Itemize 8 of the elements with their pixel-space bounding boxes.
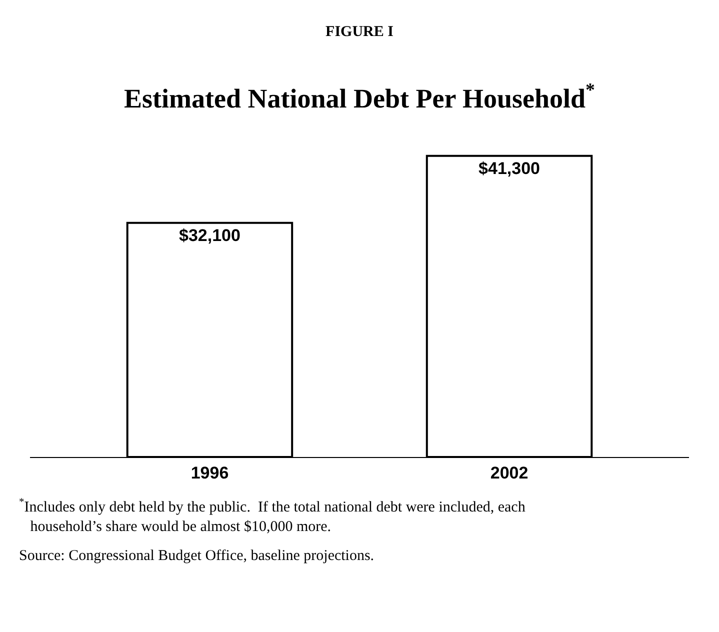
- source-note: Source: Congressional Budget Office, baseline projections.: [19, 548, 374, 564]
- chart-title: FIGURE I: [326, 24, 394, 40]
- data-label: $41,300: [478, 158, 540, 178]
- chart-subtitle: Estimated National Debt Per Household$^{*}$: [124, 80, 595, 114]
- x-tick-label: 2002: [490, 463, 528, 482]
- x-tick-label: 1996: [190, 463, 229, 482]
- data-label: $32,100: [179, 226, 240, 245]
- text: $^{*}$Includes only debt held by the public. If the total national debt were included, each household’s share would be almost $10,000 more.: [19, 497, 526, 535]
